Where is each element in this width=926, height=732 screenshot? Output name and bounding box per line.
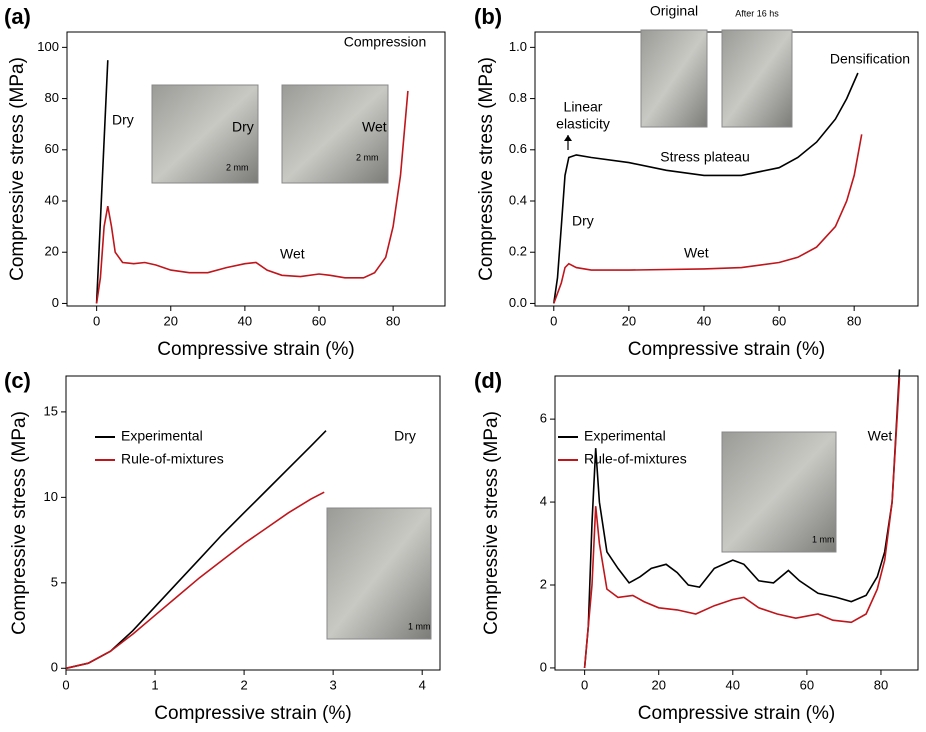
data-line [95, 90, 409, 304]
x-tick-label: 60 [800, 677, 814, 692]
x-tick-label: 60 [772, 313, 786, 328]
y-axis-label: Compressive stress (MPa) [7, 57, 28, 281]
data-line [583, 377, 901, 668]
y-tick-label: 0.6 [509, 141, 527, 156]
x-tick-label: 20 [622, 313, 636, 328]
panel-label: (c) [4, 368, 31, 393]
x-tick-label: 2 [240, 677, 247, 692]
y-tick-label: 80 [45, 90, 59, 105]
y-axis-label: Compressive stress (MPa) [481, 411, 502, 635]
legend-label: Rule-of-mixtures [121, 451, 224, 467]
y-tick-label: 2 [540, 576, 547, 591]
data-line [95, 60, 109, 304]
x-tick-label: 0 [62, 677, 69, 692]
x-tick-label: 40 [697, 313, 711, 328]
x-tick-label: 80 [874, 677, 888, 692]
data-line [553, 72, 859, 304]
x-axis-label: Compressive strain (%) [157, 339, 354, 360]
plot-frame [554, 375, 919, 671]
y-tick-label: 15 [44, 403, 58, 418]
x-tick-label: 80 [847, 313, 861, 328]
annotation: Compression [344, 34, 426, 50]
panel-label: (b) [474, 4, 502, 29]
inset-photo [326, 507, 432, 640]
annotation: elasticity [556, 116, 610, 132]
annotation: Dry [394, 428, 416, 444]
data-line [65, 491, 325, 670]
plot-frame [66, 31, 446, 307]
inset-label: Wet [362, 119, 387, 135]
x-tick-label: 20 [164, 313, 178, 328]
panel-label: (a) [4, 4, 31, 29]
inset-photo [721, 29, 793, 128]
x-tick-label: 60 [312, 313, 326, 328]
x-tick-label: 0 [581, 677, 588, 692]
y-tick-label: 0.8 [509, 90, 527, 105]
inset-label: After 16 hs [735, 8, 779, 18]
legend-label: Experimental [584, 428, 666, 444]
y-tick-label: 60 [45, 141, 59, 156]
y-tick-label: 1.0 [509, 39, 527, 54]
annotation: Linear [564, 99, 603, 115]
y-tick-label: 0.2 [509, 244, 527, 259]
legend-label: Experimental [121, 428, 203, 444]
legend-label: Rule-of-mixtures [584, 451, 687, 467]
y-tick-label: 20 [45, 244, 59, 259]
x-tick-label: 80 [386, 313, 400, 328]
y-tick-label: 40 [45, 192, 59, 207]
inset-photo [151, 84, 259, 184]
x-tick-label: 3 [330, 677, 337, 692]
y-tick-label: 0 [540, 659, 547, 674]
inset-label: Original [650, 3, 698, 19]
x-tick-label: 0 [93, 313, 100, 328]
y-tick-label: 0.4 [509, 192, 527, 207]
y-tick-label: 4 [540, 493, 547, 508]
annotation: Densification [830, 51, 910, 67]
x-tick-label: 1 [151, 677, 158, 692]
y-tick-label: 100 [37, 39, 59, 54]
plot-frame [65, 375, 441, 671]
annotation: Wet [868, 428, 893, 444]
y-axis-label: Compressive stress (MPa) [9, 411, 30, 635]
series-label: Dry [572, 213, 594, 229]
x-tick-label: 4 [419, 677, 426, 692]
annotation: Stress plateau [660, 149, 750, 165]
x-axis-label: Compressive strain (%) [154, 703, 351, 724]
inset-photo [281, 84, 389, 184]
y-tick-label: 6 [540, 411, 547, 426]
y-tick-label: 0.0 [509, 295, 527, 310]
y-tick-label: 0 [51, 660, 58, 675]
x-axis-label: Compressive strain (%) [638, 703, 835, 724]
panel-label: (d) [474, 368, 502, 393]
series-label: Wet [280, 246, 305, 262]
inset-photo [640, 29, 708, 128]
data-line [583, 369, 901, 668]
data-line [553, 134, 863, 304]
inset-label: 1 mm [408, 621, 431, 631]
y-tick-label: 5 [51, 574, 58, 589]
arrow-head [564, 135, 572, 141]
y-tick-label: 10 [44, 489, 58, 504]
inset-label: 2 mm [356, 152, 379, 162]
inset-label: Dry [232, 119, 254, 135]
inset-label: 2 mm [226, 162, 249, 172]
inset-label: 1 mm [812, 534, 835, 544]
y-axis-label: Compressive stress (MPa) [476, 57, 497, 281]
series-label: Dry [112, 112, 134, 128]
y-tick-label: 0 [52, 295, 59, 310]
x-tick-label: 0 [550, 313, 557, 328]
x-tick-label: 20 [651, 677, 665, 692]
x-tick-label: 40 [238, 313, 252, 328]
series-label: Wet [684, 245, 709, 261]
inset-photo [721, 431, 837, 553]
x-axis-label: Compressive strain (%) [628, 339, 825, 360]
x-tick-label: 40 [726, 677, 740, 692]
